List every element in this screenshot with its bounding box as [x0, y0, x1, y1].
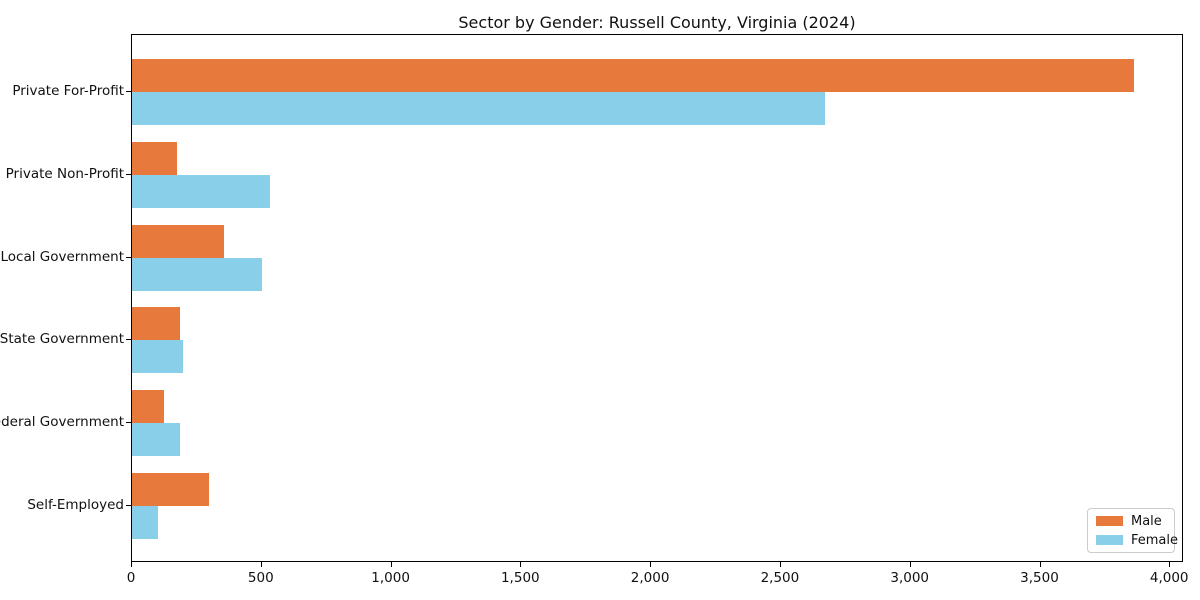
x-tick-mark	[909, 562, 911, 567]
x-tick-mark	[1169, 562, 1171, 567]
bar-male-state-government	[132, 307, 180, 340]
y-tick-label: Private For-Profit	[12, 83, 124, 99]
bar-female-federal-government	[132, 423, 180, 456]
legend-label-male: Male	[1131, 513, 1162, 529]
bar-male-local-government	[132, 225, 225, 258]
x-tick-label: 1,000	[371, 570, 410, 586]
y-tick-label: Self-Employed	[27, 497, 124, 513]
chart-title: Sector by Gender: Russell County, Virgin…	[458, 13, 856, 32]
y-tick-mark	[126, 339, 131, 340]
bar-female-state-government	[132, 340, 183, 373]
x-tick-mark	[650, 562, 652, 567]
y-tick-label: State Government	[0, 331, 124, 347]
x-tick-label: 2,000	[630, 570, 670, 586]
y-tick-label: Private Non-Profit	[5, 166, 124, 182]
plot-area	[131, 34, 1183, 562]
bar-female-local-government	[132, 258, 262, 291]
x-tick-mark	[520, 562, 522, 567]
y-tick-mark	[126, 91, 131, 92]
y-tick-mark	[126, 505, 131, 506]
x-tick-label: 0	[126, 570, 136, 586]
y-tick-label: Federal Government	[0, 414, 124, 430]
bar-male-federal-government	[132, 390, 165, 423]
x-tick-mark	[260, 562, 262, 567]
legend-item-male: Male	[1096, 515, 1166, 528]
legend: Male Female	[1087, 508, 1178, 553]
bar-male-private-non-profit	[132, 142, 178, 175]
y-tick-mark	[126, 174, 131, 175]
bar-female-private-non-profit	[132, 175, 270, 208]
legend-item-female: Female	[1096, 534, 1178, 547]
x-tick-mark	[131, 562, 132, 567]
x-tick-label: 1,500	[500, 570, 540, 586]
x-tick-label: 2,500	[760, 570, 800, 586]
x-tick-label: 3,000	[890, 570, 930, 586]
bar-male-self-employed	[132, 473, 209, 506]
bar-female-self-employed	[132, 506, 158, 539]
y-tick-mark	[126, 422, 131, 423]
bar-female-private-for-profit	[132, 92, 825, 125]
y-tick-label: Local Government	[0, 249, 124, 265]
legend-label-female: Female	[1131, 532, 1179, 548]
bar-male-private-for-profit	[132, 59, 1134, 92]
x-tick-label: 3,500	[1020, 570, 1059, 586]
legend-swatch-male	[1096, 516, 1123, 526]
x-tick-label: 500	[247, 570, 274, 586]
x-tick-mark	[1039, 562, 1041, 567]
x-tick-mark	[390, 562, 392, 567]
legend-swatch-female	[1096, 535, 1123, 545]
x-tick-mark	[779, 562, 781, 567]
x-tick-label: 4,000	[1149, 570, 1189, 586]
y-tick-mark	[126, 257, 131, 258]
